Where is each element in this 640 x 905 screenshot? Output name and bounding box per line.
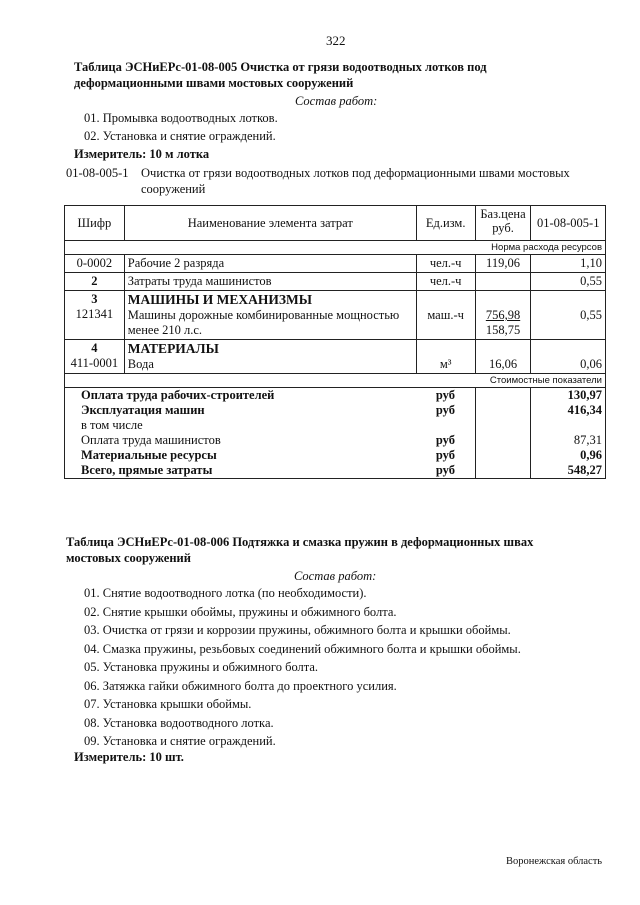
table-row: 4 411-0001 МАТЕРИАЛЫ Вода м³ 16,06 0,06 xyxy=(64,339,606,374)
table-row: 0-0002 Рабочие 2 разряда чел.-ч 119,06 1… xyxy=(64,254,606,273)
works-heading: Состав работ: xyxy=(294,569,377,583)
table-row: 3 121341 МАШИНЫ И МЕХАНИЗМЫ Машины дорожны… xyxy=(64,290,606,340)
work-item: 08. Установка водоотводного лотка. xyxy=(84,715,274,730)
total-value: 87,31 xyxy=(530,433,606,448)
total-value xyxy=(530,418,606,433)
cell-name: Рабочие 2 разряда xyxy=(123,254,417,273)
cost-label: Стоимостные показатели xyxy=(64,373,606,388)
total-unit: руб xyxy=(416,448,476,463)
total-unit: руб xyxy=(416,403,476,418)
norm-label: Норма расхода ресурсов xyxy=(64,240,606,255)
norm-code: 01-08-005-1 xyxy=(66,166,129,180)
total-empty xyxy=(474,448,532,463)
total-empty xyxy=(474,433,532,448)
work-item: 09. Установка и снятие ограждений. xyxy=(84,734,276,748)
totals-row: в том числе xyxy=(64,418,606,433)
totals-row: Материальные ресурсы руб 0,96 xyxy=(64,448,606,463)
cell-value: 0,55 xyxy=(530,290,606,340)
measure: Измеритель: 10 шт. xyxy=(74,750,184,764)
cell-unit: маш.-ч xyxy=(415,290,476,340)
work-item: 05. Установка пружины и обжимного болта. xyxy=(84,660,319,674)
totals-row: Всего, прямые затраты руб 548,27 xyxy=(64,463,606,479)
section-title: МАТЕРИАЛЫ xyxy=(127,341,219,356)
footer-region: Воронежская область xyxy=(506,856,603,867)
total-value: 130,97 xyxy=(530,387,606,403)
total-empty xyxy=(474,418,532,433)
total-unit xyxy=(416,418,476,433)
cell-code: 121341 xyxy=(75,307,114,321)
cell-unit: чел.-ч xyxy=(415,254,476,273)
cell-code: 2 xyxy=(64,272,125,291)
total-name: в том числе xyxy=(64,418,417,433)
table-row: 2 Затраты труда машинистов чел.-ч 0,55 xyxy=(64,272,606,291)
cell-name: Вода xyxy=(127,357,154,371)
total-empty xyxy=(474,403,532,418)
cell-price-sub: 158,75 xyxy=(485,323,521,337)
total-name: Всего, прямые затраты xyxy=(64,463,417,479)
header-name: Наименование элемента затрат xyxy=(123,205,417,241)
work-item: 03. Очистка от грязи и коррозии пружины,… xyxy=(84,623,511,637)
page-number: 322 xyxy=(326,33,346,48)
total-empty xyxy=(474,463,532,479)
cell-name: Машины дорожные комбинированные мощность… xyxy=(127,308,400,337)
cell-code: 3 xyxy=(91,292,98,306)
resource-table: Шифр Наименование элемента затрат Ед.изм… xyxy=(64,205,606,479)
cell-price: 119,06 xyxy=(474,254,532,273)
norm-description: Очистка от грязи водоотводных лотков под… xyxy=(141,166,570,180)
total-unit: руб xyxy=(416,463,476,479)
header-code: Шифр xyxy=(64,205,125,241)
cell-unit: м³ xyxy=(415,339,476,374)
total-value: 416,34 xyxy=(530,403,606,418)
section-title: МАШИНЫ И МЕХАНИЗМЫ xyxy=(127,292,312,307)
header-price: Баз.цена руб. xyxy=(474,205,532,241)
cell-value: 0,06 xyxy=(530,339,606,374)
work-item: 04. Смазка пружины, резьбовых соединений… xyxy=(84,641,521,656)
table2-title: Таблица ЭСНиЕРс-01-08-006 Подтяжка и сма… xyxy=(66,535,534,549)
cell-code: 4 xyxy=(91,341,98,355)
measure: Измеритель: 10 м лотка xyxy=(74,147,210,161)
total-unit: руб xyxy=(416,387,476,403)
total-empty xyxy=(474,387,532,403)
cell-code: 0-0002 xyxy=(64,254,125,273)
totals-row: Эксплуатация машин руб 416,34 xyxy=(64,403,606,418)
cell-name: Затраты труда машинистов xyxy=(123,272,417,291)
total-name: Оплата труда машинистов xyxy=(64,433,417,448)
header-norm: 01-08-005-1 xyxy=(530,205,606,241)
cell-price: 16,06 xyxy=(474,339,532,374)
cell-value: 0,55 xyxy=(530,272,606,291)
total-name: Материальные ресурсы xyxy=(64,448,417,463)
total-unit: руб xyxy=(416,433,476,448)
total-value: 548,27 xyxy=(530,463,606,479)
cell-value: 1,10 xyxy=(530,254,606,273)
total-name: Оплата труда рабочих-строителей xyxy=(64,387,417,403)
norm-description-cont: сооружений xyxy=(141,182,206,196)
table2-title-cont: мостовых сооружений xyxy=(66,551,191,565)
total-value: 0,96 xyxy=(530,448,606,463)
cell-code: 411-0001 xyxy=(70,356,119,370)
works-heading: Состав работ: xyxy=(295,94,378,108)
work-item: 01. Промывка водоотводных лотков. xyxy=(84,111,278,125)
table1-title: Таблица ЭСНиЕРс-01-08-005 Очистка от гря… xyxy=(74,60,487,74)
table1-title-cont: деформационными швами мостовых сооружени… xyxy=(74,76,354,90)
cell-price: 756,98 xyxy=(485,308,521,322)
total-name: Эксплуатация машин xyxy=(64,403,417,418)
work-item: 06. Затяжка гайки обжимного болта до про… xyxy=(84,678,397,693)
header-unit: Ед.изм. xyxy=(415,205,476,241)
totals-row: Оплата труда машинистов руб 87,31 xyxy=(64,433,606,448)
table-header: Шифр Наименование элемента затрат Ед.изм… xyxy=(64,205,606,241)
work-item: 01. Снятие водоотводного лотка (по необх… xyxy=(84,586,367,600)
work-item: 02. Снятие крышки обоймы, пружины и обжи… xyxy=(84,604,397,619)
cell-unit: чел.-ч xyxy=(415,272,476,291)
totals-row: Оплата труда рабочих-строителей руб 130,97 xyxy=(64,387,606,403)
work-item: 07. Установка крышки обоймы. xyxy=(84,697,252,711)
cell-price xyxy=(474,272,532,291)
work-item: 02. Установка и снятие ограждений. xyxy=(84,129,276,143)
